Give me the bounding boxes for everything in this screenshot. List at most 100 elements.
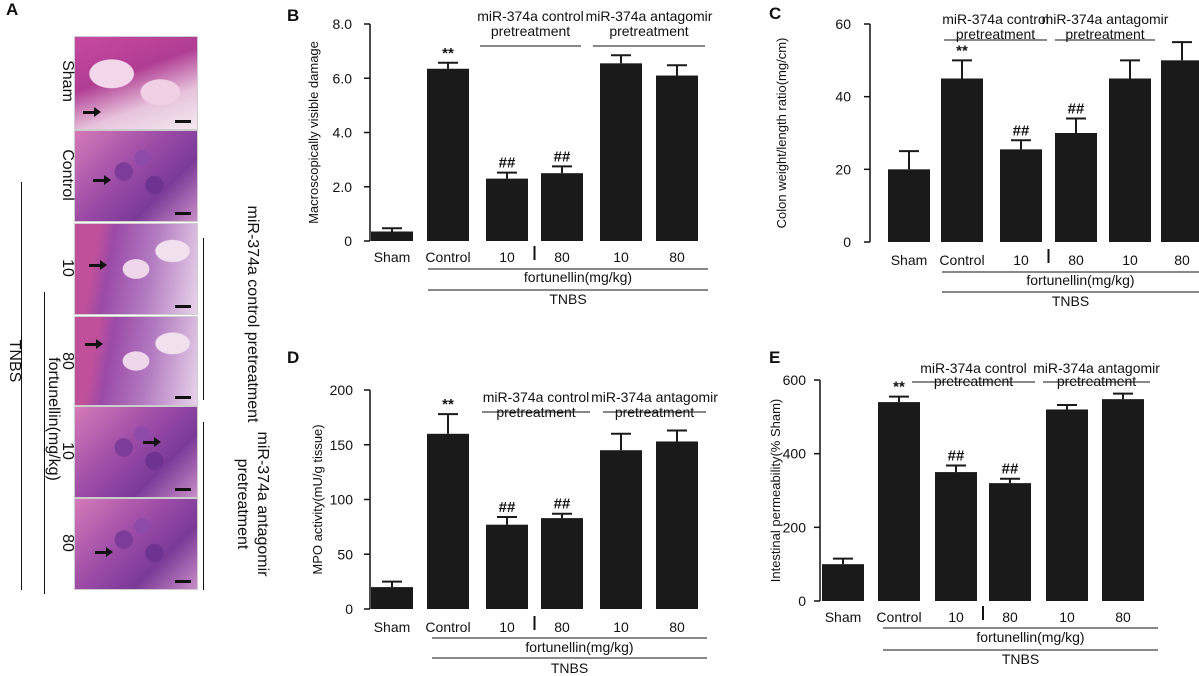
panel-b-group-antagomir-label-line1: miR-374a antagomir (586, 8, 713, 24)
panel-e-y-tick-label: 200 (783, 519, 807, 535)
panel-d-group-control-label-line1: miR-374a control (483, 389, 590, 405)
panel-b-significance-mark: ## (499, 155, 516, 172)
panel-c-significance-mark: ## (1068, 100, 1085, 117)
panel-c-dose-label: fortunellin(mg/kg) (1026, 272, 1134, 288)
panel-e-category-label: 80 (1002, 609, 1018, 625)
panel-e-bar (822, 564, 864, 601)
panel-e-bar (989, 483, 1031, 601)
figure-canvas: 0 2.0 4.0 6.0 8.0 Macroscopically visible dam… (0, 0, 1199, 676)
panel-c-category-label: 80 (1068, 252, 1084, 268)
panel-b-bar (486, 179, 528, 241)
panel-c-y-label: Colon weight/length ratio(mg/cm) (774, 38, 789, 229)
panel-c-category-label: 10 (1013, 252, 1029, 268)
panel-c-category-label: 10 (1122, 252, 1138, 268)
panel-e-category-label: 10 (1059, 609, 1075, 625)
panel-d-bar (427, 434, 469, 609)
panel-d-tnbs-label: TNBS (551, 660, 588, 676)
panel-e-y-tick-label: 600 (783, 372, 807, 388)
panel-e-significance-mark: ## (948, 447, 965, 464)
panel-e-dose-label: fortunellin(mg/kg) (976, 629, 1084, 645)
panel-b-y-label: Macroscopically visible damage (306, 41, 321, 224)
panel-d-bar (541, 518, 583, 609)
panel-b-tnbs-label: TNBS (549, 291, 586, 307)
panel-b-y-tick-label: 0 (344, 233, 352, 249)
panel-e-category-label: 10 (948, 609, 964, 625)
panel-d-category-label: 80 (669, 619, 685, 635)
panel-b-category-label: 80 (554, 249, 570, 265)
panel-e-significance-mark: ** (893, 379, 905, 396)
panel-d-significance-mark: ** (442, 396, 454, 413)
panel-b-group-control-label-line1: miR-374a control (477, 8, 584, 24)
panel-c-category-label: Sham (891, 252, 928, 268)
panel-b-bar (541, 173, 583, 241)
panel-c-bar (1000, 149, 1042, 242)
panel-d-group-antagomir-label-line1: miR-374a antagomir (591, 389, 718, 405)
panel-b-group-control-label-line2: pretreatment (491, 23, 570, 39)
panel-b-category-label: Sham (374, 249, 411, 265)
panel-b-y-tick-label: 2.0 (333, 179, 353, 195)
panel-b-category-label: Control (425, 249, 470, 265)
panel-e-category-label: Sham (825, 609, 862, 625)
panel-d-y-tick-label: 50 (337, 546, 353, 562)
panel-d-dose-label: fortunellin(mg/kg) (525, 639, 633, 655)
panel-d-category-label: 80 (554, 619, 570, 635)
panel-b-significance-mark: ** (442, 45, 454, 62)
panel-d-category-label: Control (425, 619, 470, 635)
panel-c-tnbs-label: TNBS (1052, 293, 1089, 309)
panel-d-category-label: 10 (613, 619, 629, 635)
panel-b-category-label: 10 (613, 249, 629, 265)
panel-c-bar (1109, 79, 1151, 243)
panel-d-y-tick-label: 200 (330, 382, 354, 398)
panel-b-bar (427, 69, 469, 241)
panel-b-category-label: 10 (499, 249, 515, 265)
panel-c-group-control-label-line1: miR-374a control (942, 11, 1049, 27)
panel-c-group-antagomir-label-line1: miR-374a antagomir (1042, 11, 1169, 27)
panel-e-y-tick-label: 400 (783, 446, 807, 462)
panel-c-y-tick-label: 0 (843, 234, 851, 250)
panel-e-significance-mark: ## (1002, 461, 1019, 478)
panel-e-category-label: Control (876, 609, 921, 625)
panel-c-bar (941, 79, 983, 243)
panel-b-y-tick-label: 6.0 (333, 70, 353, 86)
panel-e-tnbs-label: TNBS (1002, 651, 1039, 667)
panel-b-significance-mark: ## (554, 148, 571, 165)
panel-d-category-label: 10 (499, 619, 515, 635)
panel-d-significance-mark: ## (554, 496, 571, 513)
panel-e-bar (878, 402, 920, 601)
panel-e-bar (1046, 409, 1088, 601)
panel-b-bar (656, 76, 698, 241)
panel-d-bar (371, 587, 413, 609)
panel-e-y-label: Intestinal permeability(% Sham) (768, 399, 783, 583)
panel-d-significance-mark: ## (499, 499, 516, 516)
panel-d-y-tick-label: 0 (345, 601, 353, 617)
panel-c-y-tick-label: 20 (835, 161, 851, 177)
panel-b-dose-label: fortunellin(mg/kg) (524, 269, 632, 285)
panel-b-category-label: 80 (669, 249, 685, 265)
panel-d-bar (486, 525, 528, 609)
panel-e-group-control-label-line2: pretreatment (934, 373, 1013, 389)
panel-c-y-tick-label: 40 (835, 89, 851, 105)
panel-e-group-antagomir-label-line2: pretreatment (1057, 373, 1136, 389)
panel-d-y-tick-label: 150 (330, 437, 354, 453)
panel-e-bar (1102, 399, 1144, 601)
panel-c-bar (888, 169, 930, 242)
panel-b-y-tick-label: 8.0 (333, 16, 353, 32)
panel-c-bar (1055, 133, 1097, 242)
panel-b-y-tick-label: 4.0 (333, 125, 353, 141)
panel-c-significance-mark: ## (1013, 122, 1030, 139)
panel-d-bar (600, 450, 642, 609)
panel-c-category-label: Control (939, 252, 984, 268)
panel-b-bar (600, 63, 642, 241)
panel-d-y-label: MPO activity(mU/g tissue) (310, 424, 325, 574)
panel-c-bar (1161, 60, 1199, 242)
panel-d-bar (656, 441, 698, 609)
panel-c-significance-mark: ** (956, 42, 968, 59)
panel-d-category-label: Sham (374, 619, 411, 635)
panel-d-y-tick-label: 100 (330, 492, 354, 508)
panel-b-group-antagomir-label-line2: pretreatment (609, 23, 688, 39)
panel-e-y-tick-label: 0 (798, 593, 806, 609)
panel-e-category-label: 80 (1115, 609, 1131, 625)
panel-e-bar (935, 472, 977, 601)
panel-c-category-label: 80 (1174, 252, 1190, 268)
panel-c-y-tick-label: 60 (835, 16, 851, 32)
